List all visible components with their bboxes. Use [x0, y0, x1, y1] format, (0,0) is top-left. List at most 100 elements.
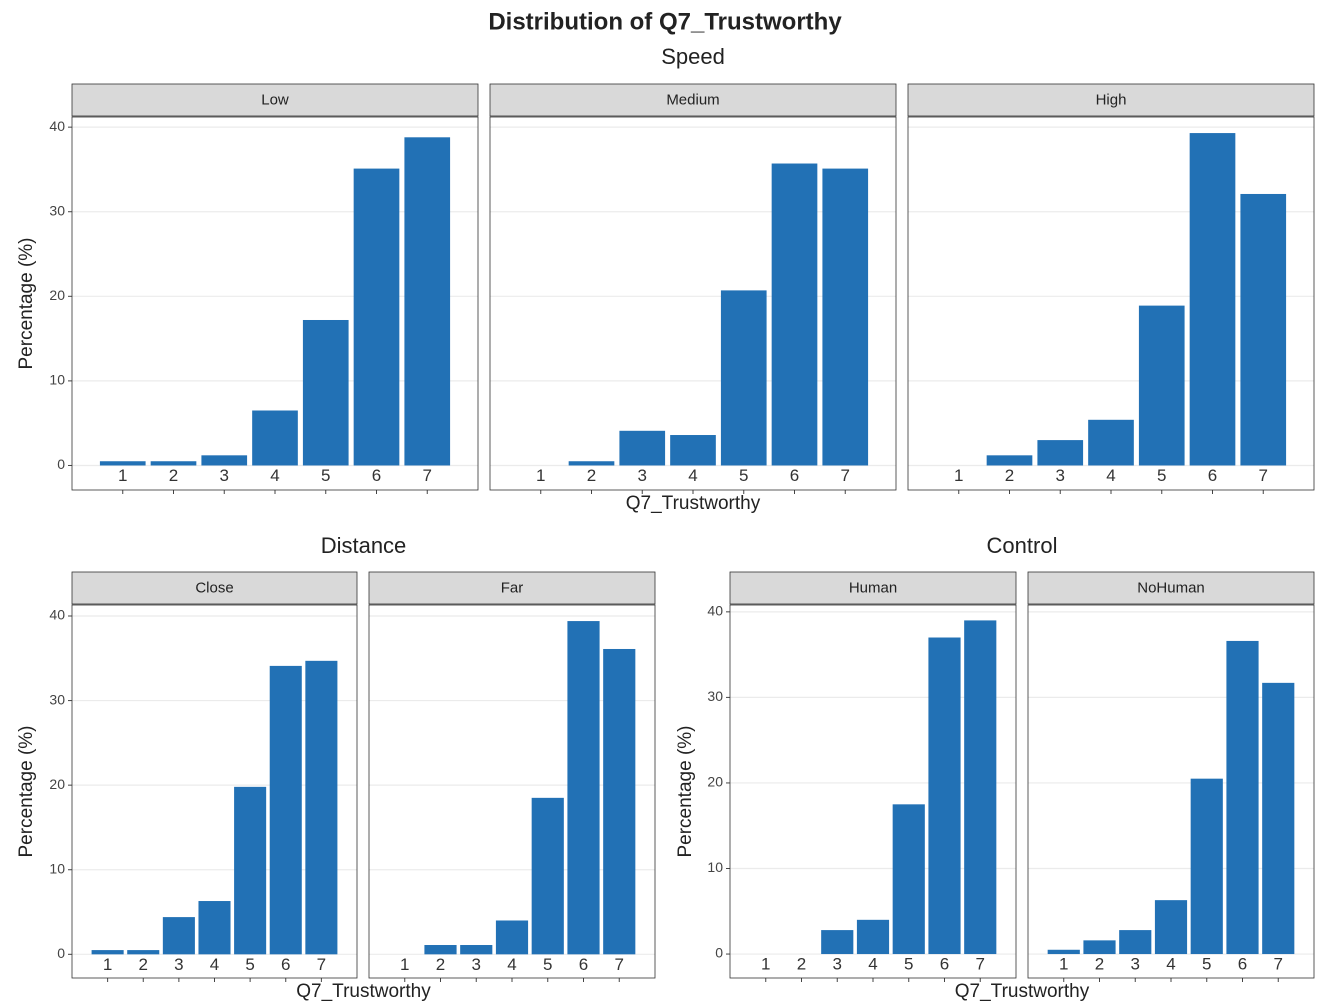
x-tick-label: 2 — [797, 955, 806, 974]
bar — [1190, 778, 1223, 955]
bar — [201, 455, 248, 466]
y-tick-label: 20 — [707, 774, 723, 790]
x-tick-label: 6 — [940, 955, 949, 974]
x-tick-label: 1 — [400, 955, 409, 974]
panel-border — [489, 116, 897, 491]
bar — [269, 665, 302, 955]
bar — [198, 901, 231, 955]
x-tick-label: 4 — [1106, 466, 1115, 485]
bar — [404, 137, 451, 466]
x-axis-label: Q7_Trustworthy — [296, 981, 431, 1002]
y-tick-label: 20 — [49, 287, 65, 303]
x-tick-label: 4 — [688, 466, 697, 485]
bar — [928, 637, 961, 955]
y-tick-label: 40 — [49, 118, 65, 134]
x-tick-label: 5 — [245, 955, 254, 974]
x-tick-label: 1 — [1059, 955, 1068, 974]
x-tick-label: 6 — [372, 466, 381, 485]
y-tick-label: 10 — [49, 860, 65, 876]
strip — [1027, 571, 1315, 605]
bar — [305, 660, 338, 955]
bar — [531, 797, 564, 955]
x-tick-label: 7 — [976, 955, 985, 974]
x-tick-label: 4 — [210, 955, 219, 974]
x-tick-label: 3 — [174, 955, 183, 974]
y-tick-label: 30 — [49, 202, 65, 218]
bar — [150, 461, 197, 466]
bar — [234, 786, 267, 955]
strip — [489, 83, 897, 117]
page-title: Distribution of Q7_Trustworthy — [488, 8, 842, 35]
y-axis-label: Percentage (%) — [675, 725, 696, 857]
x-tick-label: 3 — [638, 466, 647, 485]
x-tick-label: 4 — [507, 955, 516, 974]
strip — [907, 83, 1315, 117]
x-tick-label: 7 — [1274, 955, 1283, 974]
bar — [162, 917, 195, 955]
strip-label: Close — [195, 579, 233, 596]
bar — [892, 804, 925, 955]
bar — [822, 168, 869, 466]
x-tick-label: 6 — [1238, 955, 1247, 974]
strip-label: High — [1096, 91, 1127, 108]
bar — [720, 290, 767, 466]
x-tick-label: 3 — [220, 466, 229, 485]
x-tick-label: 3 — [1131, 955, 1140, 974]
panel-border — [1027, 604, 1315, 979]
y-tick-label: 0 — [57, 456, 65, 472]
x-tick-label: 7 — [1259, 466, 1268, 485]
strip — [729, 571, 1017, 605]
bar — [964, 620, 997, 955]
panel-border — [71, 116, 479, 491]
bar — [1154, 900, 1188, 955]
y-tick-label: 10 — [49, 372, 65, 388]
x-axis-label: Q7_Trustworthy — [955, 981, 1090, 1002]
x-tick-label: 1 — [118, 466, 127, 485]
x-tick-label: 6 — [790, 466, 799, 485]
x-tick-label: 2 — [169, 466, 178, 485]
group-title: Speed — [661, 44, 725, 69]
x-tick-label: 3 — [833, 955, 842, 974]
panel-border — [907, 116, 1315, 491]
bar — [1189, 133, 1236, 466]
bar — [670, 435, 716, 466]
strip-label: Human — [849, 579, 897, 596]
bar — [302, 319, 349, 466]
y-tick-label: 0 — [57, 945, 65, 961]
x-tick-label: 3 — [472, 955, 481, 974]
x-tick-label: 5 — [904, 955, 913, 974]
x-tick-label: 2 — [139, 955, 148, 974]
bar — [99, 461, 146, 466]
strip — [71, 571, 358, 605]
y-axis-label: Percentage (%) — [16, 237, 37, 369]
bar — [1262, 682, 1295, 955]
x-tick-label: 4 — [868, 955, 877, 974]
x-tick-label: 5 — [1157, 466, 1166, 485]
x-tick-label: 1 — [954, 466, 963, 485]
x-tick-label: 6 — [579, 955, 588, 974]
bar — [1226, 640, 1259, 955]
x-tick-label: 5 — [321, 466, 330, 485]
y-tick-label: 30 — [49, 691, 65, 707]
y-tick-label: 0 — [715, 945, 723, 961]
panel-border — [71, 604, 358, 979]
bar — [424, 945, 457, 955]
y-axis-label: Percentage (%) — [16, 725, 37, 857]
bar — [856, 919, 890, 955]
x-tick-label: 2 — [1005, 466, 1014, 485]
x-tick-label: 5 — [543, 955, 552, 974]
group-title: Distance — [321, 533, 407, 558]
y-tick-label: 30 — [707, 688, 723, 704]
bar — [1240, 193, 1287, 466]
strip-label: Far — [501, 579, 524, 596]
strip-label: Medium — [666, 91, 719, 108]
panel-border — [729, 604, 1017, 979]
bar — [252, 410, 298, 466]
bar — [91, 950, 124, 955]
bar — [568, 461, 615, 466]
y-tick-label: 40 — [707, 603, 723, 619]
bar — [1037, 440, 1084, 466]
x-tick-label: 1 — [103, 955, 112, 974]
x-tick-label: 7 — [841, 466, 850, 485]
